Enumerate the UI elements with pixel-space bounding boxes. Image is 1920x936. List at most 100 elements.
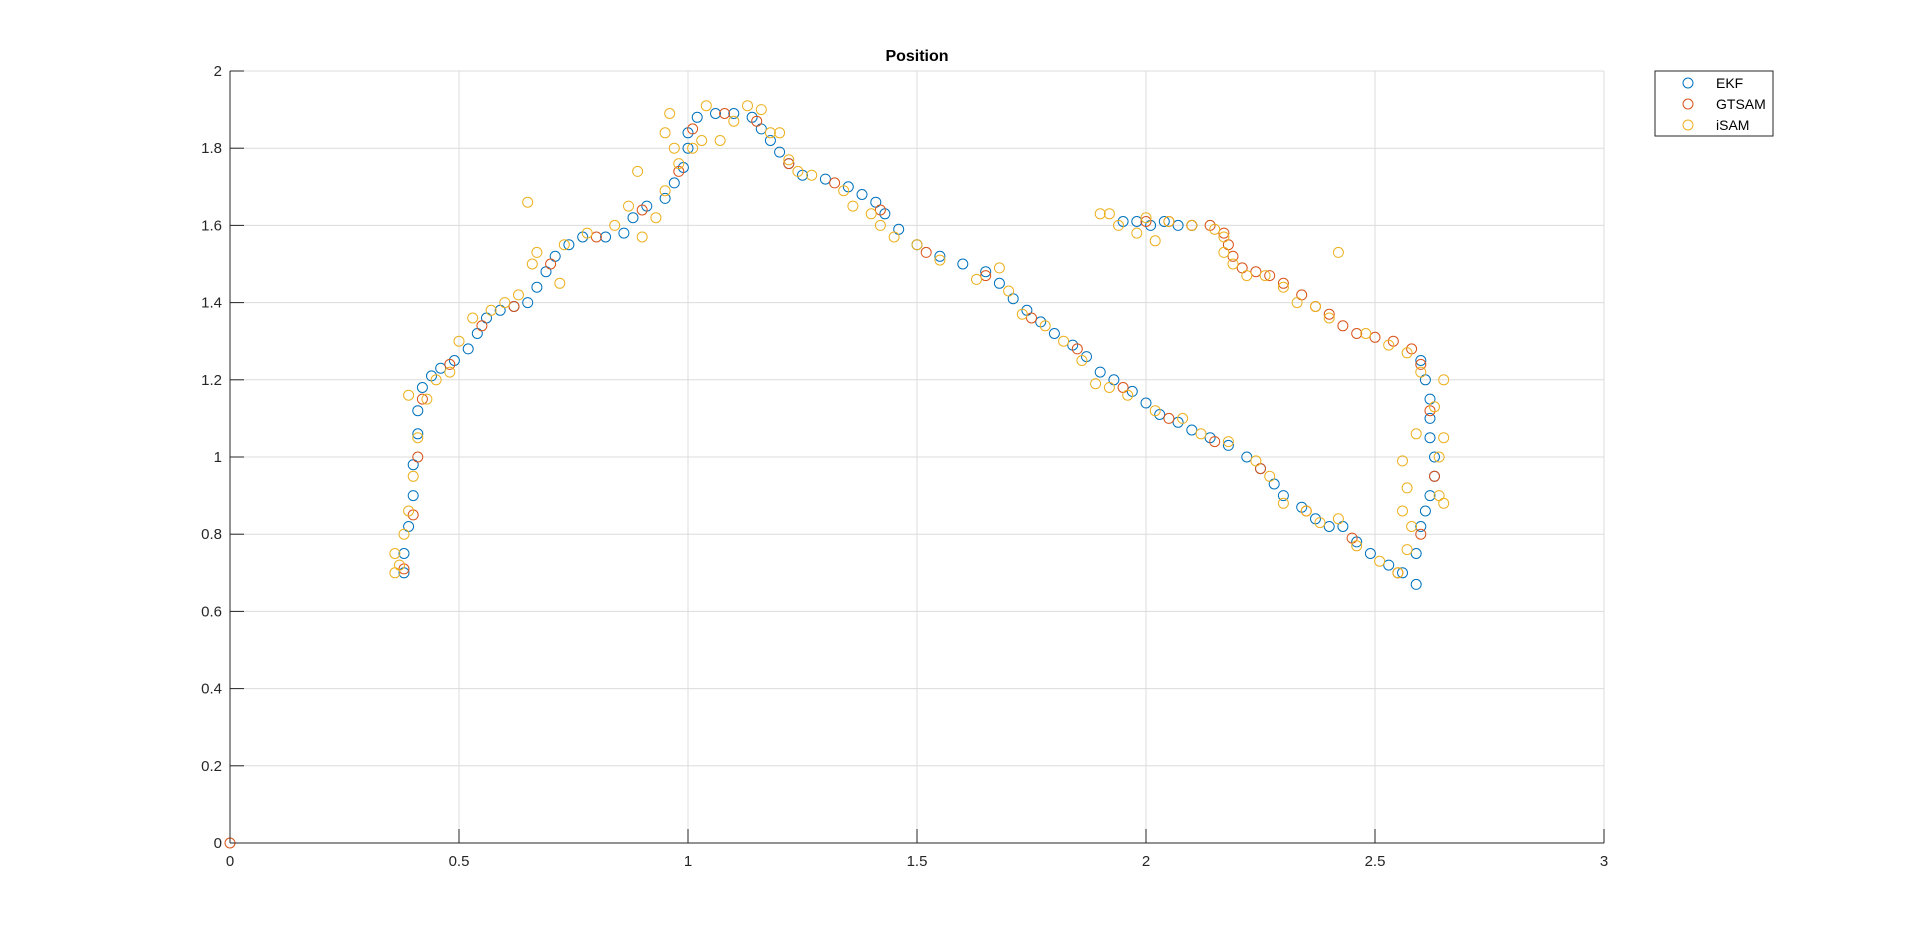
data-point-gtsam [1026,312,1037,324]
data-point-isam [728,115,740,127]
series-isam [389,100,1450,579]
data-point-isam [1383,339,1395,351]
data-point-ekf [957,258,969,270]
data-point-isam [467,312,479,324]
data-point-ekf [993,277,1005,289]
data-point-isam [1218,246,1230,258]
data-point-isam [1410,428,1422,440]
data-point-isam [664,108,676,119]
data-point-ekf [1140,397,1152,409]
data-point-isam [874,219,886,231]
data-point-isam [1438,432,1450,444]
y-tick-label: 0.8 [201,526,222,543]
data-point-isam [1429,401,1440,413]
data-point-gtsam [673,165,685,177]
data-point-gtsam [751,115,763,127]
data-point-isam [554,277,566,289]
data-point-isam [1397,455,1408,467]
data-point-isam [1374,555,1386,567]
legend-label-gtsam: GTSAM [1716,96,1766,112]
data-point-ekf [1429,451,1440,463]
data-point-isam [1277,281,1289,293]
data-point-ekf [412,428,424,440]
series-ekf [398,108,1440,590]
data-point-isam [1003,285,1015,297]
data-point-ekf [1222,439,1234,451]
x-tick-label: 1.5 [907,853,928,870]
data-point-isam [1351,540,1363,552]
legend-marker-ekf [1682,77,1694,89]
data-point-gtsam [829,177,841,189]
data-point-isam [632,165,644,177]
data-point-isam [687,142,699,154]
data-point-isam [407,470,419,482]
y-tick-label: 0 [214,835,222,852]
data-point-gtsam [874,204,886,216]
data-point-ekf [1410,578,1422,590]
data-point-ekf [764,135,776,146]
x-tick-label: 2 [1142,853,1150,870]
data-point-isam [1058,335,1070,347]
data-point-gtsam [980,270,992,282]
data-point-ekf [435,362,447,374]
data-point-ekf [600,231,612,243]
data-point-ekf [710,108,721,119]
data-point-isam [1397,505,1408,517]
data-point-isam [389,548,401,559]
x-tick-label: 2.5 [1365,853,1386,870]
data-point-isam [755,104,767,116]
data-point-gtsam [1351,328,1363,339]
data-point-isam [1314,517,1326,529]
data-point-isam [1332,513,1344,525]
data-point-isam [403,389,415,401]
y-tick-label: 0.6 [201,603,222,620]
data-point-gtsam [416,393,428,405]
data-point-gtsam [1429,470,1440,482]
x-tick-label: 0.5 [449,853,470,870]
data-point-ekf [1094,366,1106,378]
data-point-isam [934,254,946,266]
data-point-ekf [1158,216,1170,227]
data-point-ekf [1277,490,1289,502]
data-point-gtsam [636,204,648,216]
data-point-ekf [1424,412,1436,424]
data-point-isam [609,219,621,231]
data-point-isam [430,374,442,386]
data-point-isam [444,366,456,378]
data-point-isam [1113,219,1124,231]
y-tick-label: 2 [214,63,222,80]
data-point-isam [558,239,570,251]
data-point-isam [1209,223,1221,235]
data-point-ekf [1186,424,1198,436]
data-point-ekf [416,382,428,393]
data-point-gtsam [1227,250,1239,262]
data-point-isam [1076,355,1088,366]
data-point-ekf [1364,548,1376,559]
data-point-ekf [856,189,868,200]
data-point-isam [1227,258,1239,270]
data-point-gtsam [1369,331,1381,343]
data-point-isam [650,212,662,224]
y-tick-label: 0.4 [201,681,222,698]
data-point-ekf [1241,451,1253,463]
data-point-isam [1433,451,1445,463]
data-point-gtsam [476,320,488,332]
data-point-ekf [980,266,992,278]
data-point-isam [700,100,712,112]
data-point-isam [1250,455,1262,467]
data-point-ekf [1410,548,1422,559]
data-point-isam [1360,328,1372,339]
x-tick-label: 0 [226,853,234,870]
data-point-isam [513,289,524,301]
data-point-isam [673,158,685,170]
data-point-isam [1149,235,1161,247]
data-point-isam [742,100,753,112]
data-point-ekf [407,490,419,502]
data-point-isam [1131,227,1143,239]
data-point-isam [659,185,671,197]
data-point-ekf [1415,521,1427,532]
data-point-gtsam [508,301,520,312]
data-point-gtsam [1415,528,1427,540]
data-point-gtsam [1163,412,1175,424]
